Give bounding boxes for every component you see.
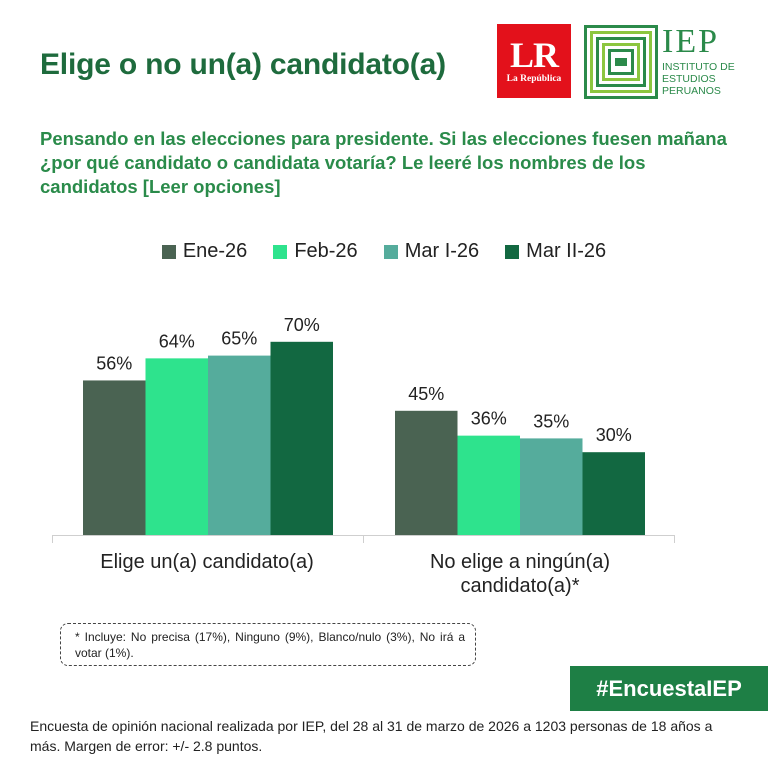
bar-chart: 56% 64% 65% 70% 45% 36% 35% 30%: [52, 315, 675, 543]
bar-value-label: 35%: [533, 411, 569, 431]
legend-swatch: [273, 244, 288, 259]
lr-logo-name: La República: [506, 74, 562, 84]
bar-value-label: 56%: [96, 353, 132, 373]
bar: [457, 435, 520, 535]
bar: [208, 355, 271, 535]
legend-label: Feb-26: [294, 240, 358, 262]
bar-value-label: 65%: [221, 329, 257, 349]
legend-label: Mar I-26: [404, 240, 480, 262]
category-label-no-elige: No elige a ningún(a) candidato(a)*: [429, 551, 611, 597]
iep-acronym: IEP: [662, 23, 719, 60]
legend-item: Ene-26: [161, 240, 248, 263]
bar: [83, 380, 146, 535]
bar: [145, 358, 208, 535]
legend-swatch: [383, 244, 398, 259]
lr-logo-letters: LR: [509, 35, 559, 75]
bar-value-label: 64%: [159, 331, 195, 351]
chart-title: Elige o no un(a) candidato(a): [40, 48, 446, 81]
survey-question: Pensando en las elecciones para presiden…: [40, 128, 727, 197]
legend-swatch: [161, 244, 176, 259]
iep-name-line: PERUANOS: [662, 85, 721, 97]
legend-label: Ene-26: [182, 240, 248, 262]
iep-name-line: INSTITUTO DE: [662, 61, 735, 73]
survey-source-note: Encuesta de opinión nacional realizada p…: [30, 718, 713, 754]
iep-emblem-icon: [584, 25, 658, 99]
iep-logo: IEP INSTITUTO DE ESTUDIOS PERUANOS: [584, 23, 744, 99]
category-label-elige: Elige un(a) candidato(a): [100, 551, 314, 573]
legend-item: Mar II-26: [505, 240, 606, 263]
iep-name-line: ESTUDIOS: [662, 73, 716, 85]
bar-value-label: 45%: [408, 384, 444, 404]
legend-swatch: [505, 244, 520, 259]
legend-item: Mar I-26: [383, 240, 480, 263]
bar-value-label: 30%: [596, 425, 632, 445]
bar-value-label: 70%: [284, 315, 320, 335]
hashtag-badge: #EncuestaIEP: [570, 666, 768, 711]
legend-label: Mar II-26: [526, 240, 607, 262]
la-republica-logo: LR La República: [497, 24, 571, 98]
legend-item: Feb-26: [273, 240, 358, 263]
bar: [582, 452, 645, 535]
bar: [270, 341, 333, 535]
bar-value-label: 36%: [471, 409, 507, 429]
iep-full-name: INSTITUTO DE ESTUDIOS PERUANOS: [662, 61, 735, 97]
footnote: * Incluye: No precisa (17%), Ninguno (9%…: [60, 623, 476, 666]
bar: [520, 438, 583, 535]
bar: [395, 410, 458, 535]
chart-legend: Ene-26 Feb-26 Mar I-26 Mar II-26: [0, 240, 768, 263]
